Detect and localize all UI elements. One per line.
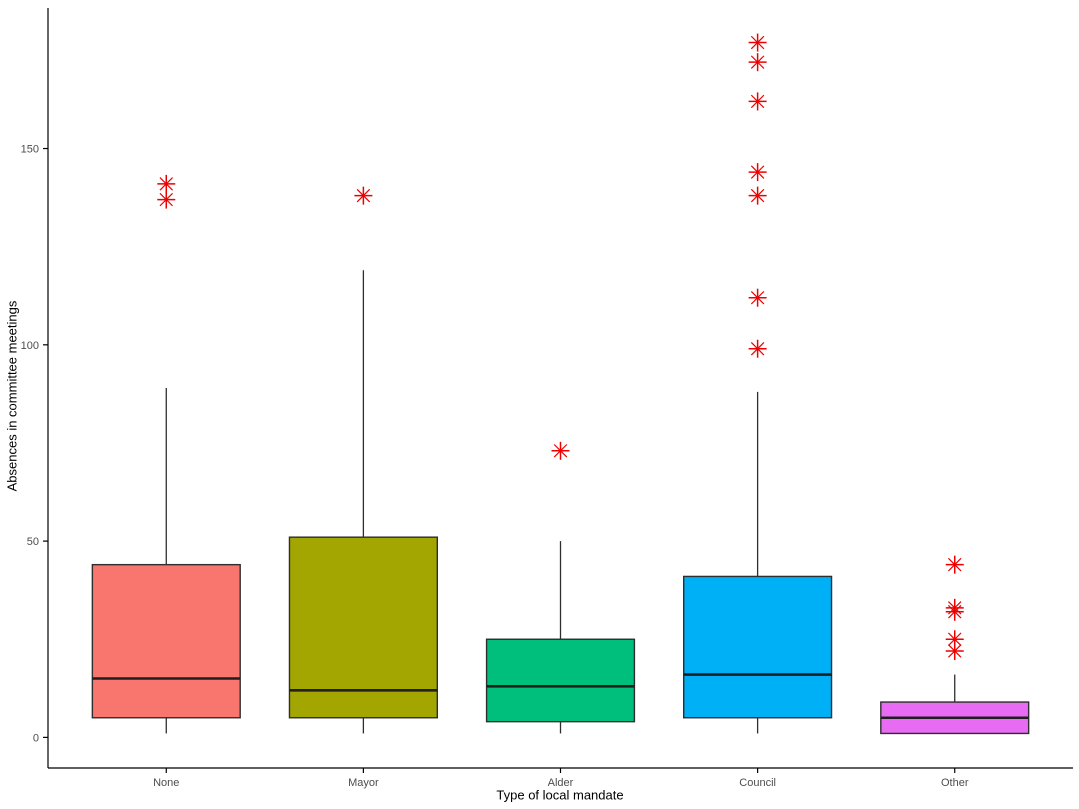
outlier-point	[748, 339, 767, 358]
outlier-point	[945, 598, 964, 617]
asterisk-stroke	[948, 601, 962, 615]
asterisk-stroke	[750, 342, 765, 356]
outlier-point	[945, 642, 964, 661]
asterisk-stroke	[948, 557, 962, 572]
iqr-box	[91, 563, 241, 719]
asterisk-stroke	[553, 444, 568, 458]
x-tick-label: Other	[941, 777, 969, 789]
asterisk-stroke	[750, 290, 765, 305]
outlier-point	[748, 92, 767, 111]
asterisk-stroke	[750, 35, 765, 50]
asterisk-stroke	[356, 188, 371, 203]
outlier-point	[945, 630, 964, 649]
x-tick-label: Alder	[548, 777, 574, 789]
outlier-point	[748, 288, 767, 307]
boxplot-other	[880, 555, 1030, 735]
asterisk-stroke	[948, 632, 962, 646]
boxplot-mayor	[288, 186, 439, 734]
asterisk-stroke	[948, 644, 962, 658]
asterisk-stroke	[750, 188, 765, 203]
y-tick-label: 100	[21, 340, 39, 352]
outlier-point	[551, 441, 570, 460]
outlier-point	[157, 190, 176, 209]
iqr-box	[682, 575, 833, 719]
x-tick-label: Mayor	[348, 777, 379, 789]
x-tick-label: Council	[739, 777, 776, 789]
boxplot-alder	[485, 441, 636, 734]
asterisk-stroke	[750, 94, 765, 109]
x-axis-title: Type of local mandate	[496, 787, 624, 803]
y-tick-label: 150	[21, 144, 39, 156]
y-tick-label: 0	[33, 732, 39, 744]
y-tick-label: 50	[27, 536, 39, 548]
iqr-box	[485, 638, 636, 723]
outlier-point	[748, 33, 767, 52]
outlier-point	[157, 174, 176, 193]
outlier-point	[748, 163, 767, 182]
boxplot-none	[91, 174, 241, 734]
asterisk-stroke	[750, 55, 765, 69]
y-axis-title: Absences in committee meetings	[4, 300, 20, 492]
x-tick-label: None	[153, 777, 179, 789]
boxplot-council	[682, 33, 833, 734]
asterisk-stroke	[159, 192, 173, 207]
iqr-box	[288, 536, 439, 719]
asterisk-stroke	[750, 165, 765, 179]
outlier-point	[748, 186, 767, 205]
outlier-point	[748, 53, 767, 72]
outlier-point	[945, 555, 964, 574]
outlier-point	[354, 186, 373, 205]
asterisk-stroke	[159, 177, 173, 191]
